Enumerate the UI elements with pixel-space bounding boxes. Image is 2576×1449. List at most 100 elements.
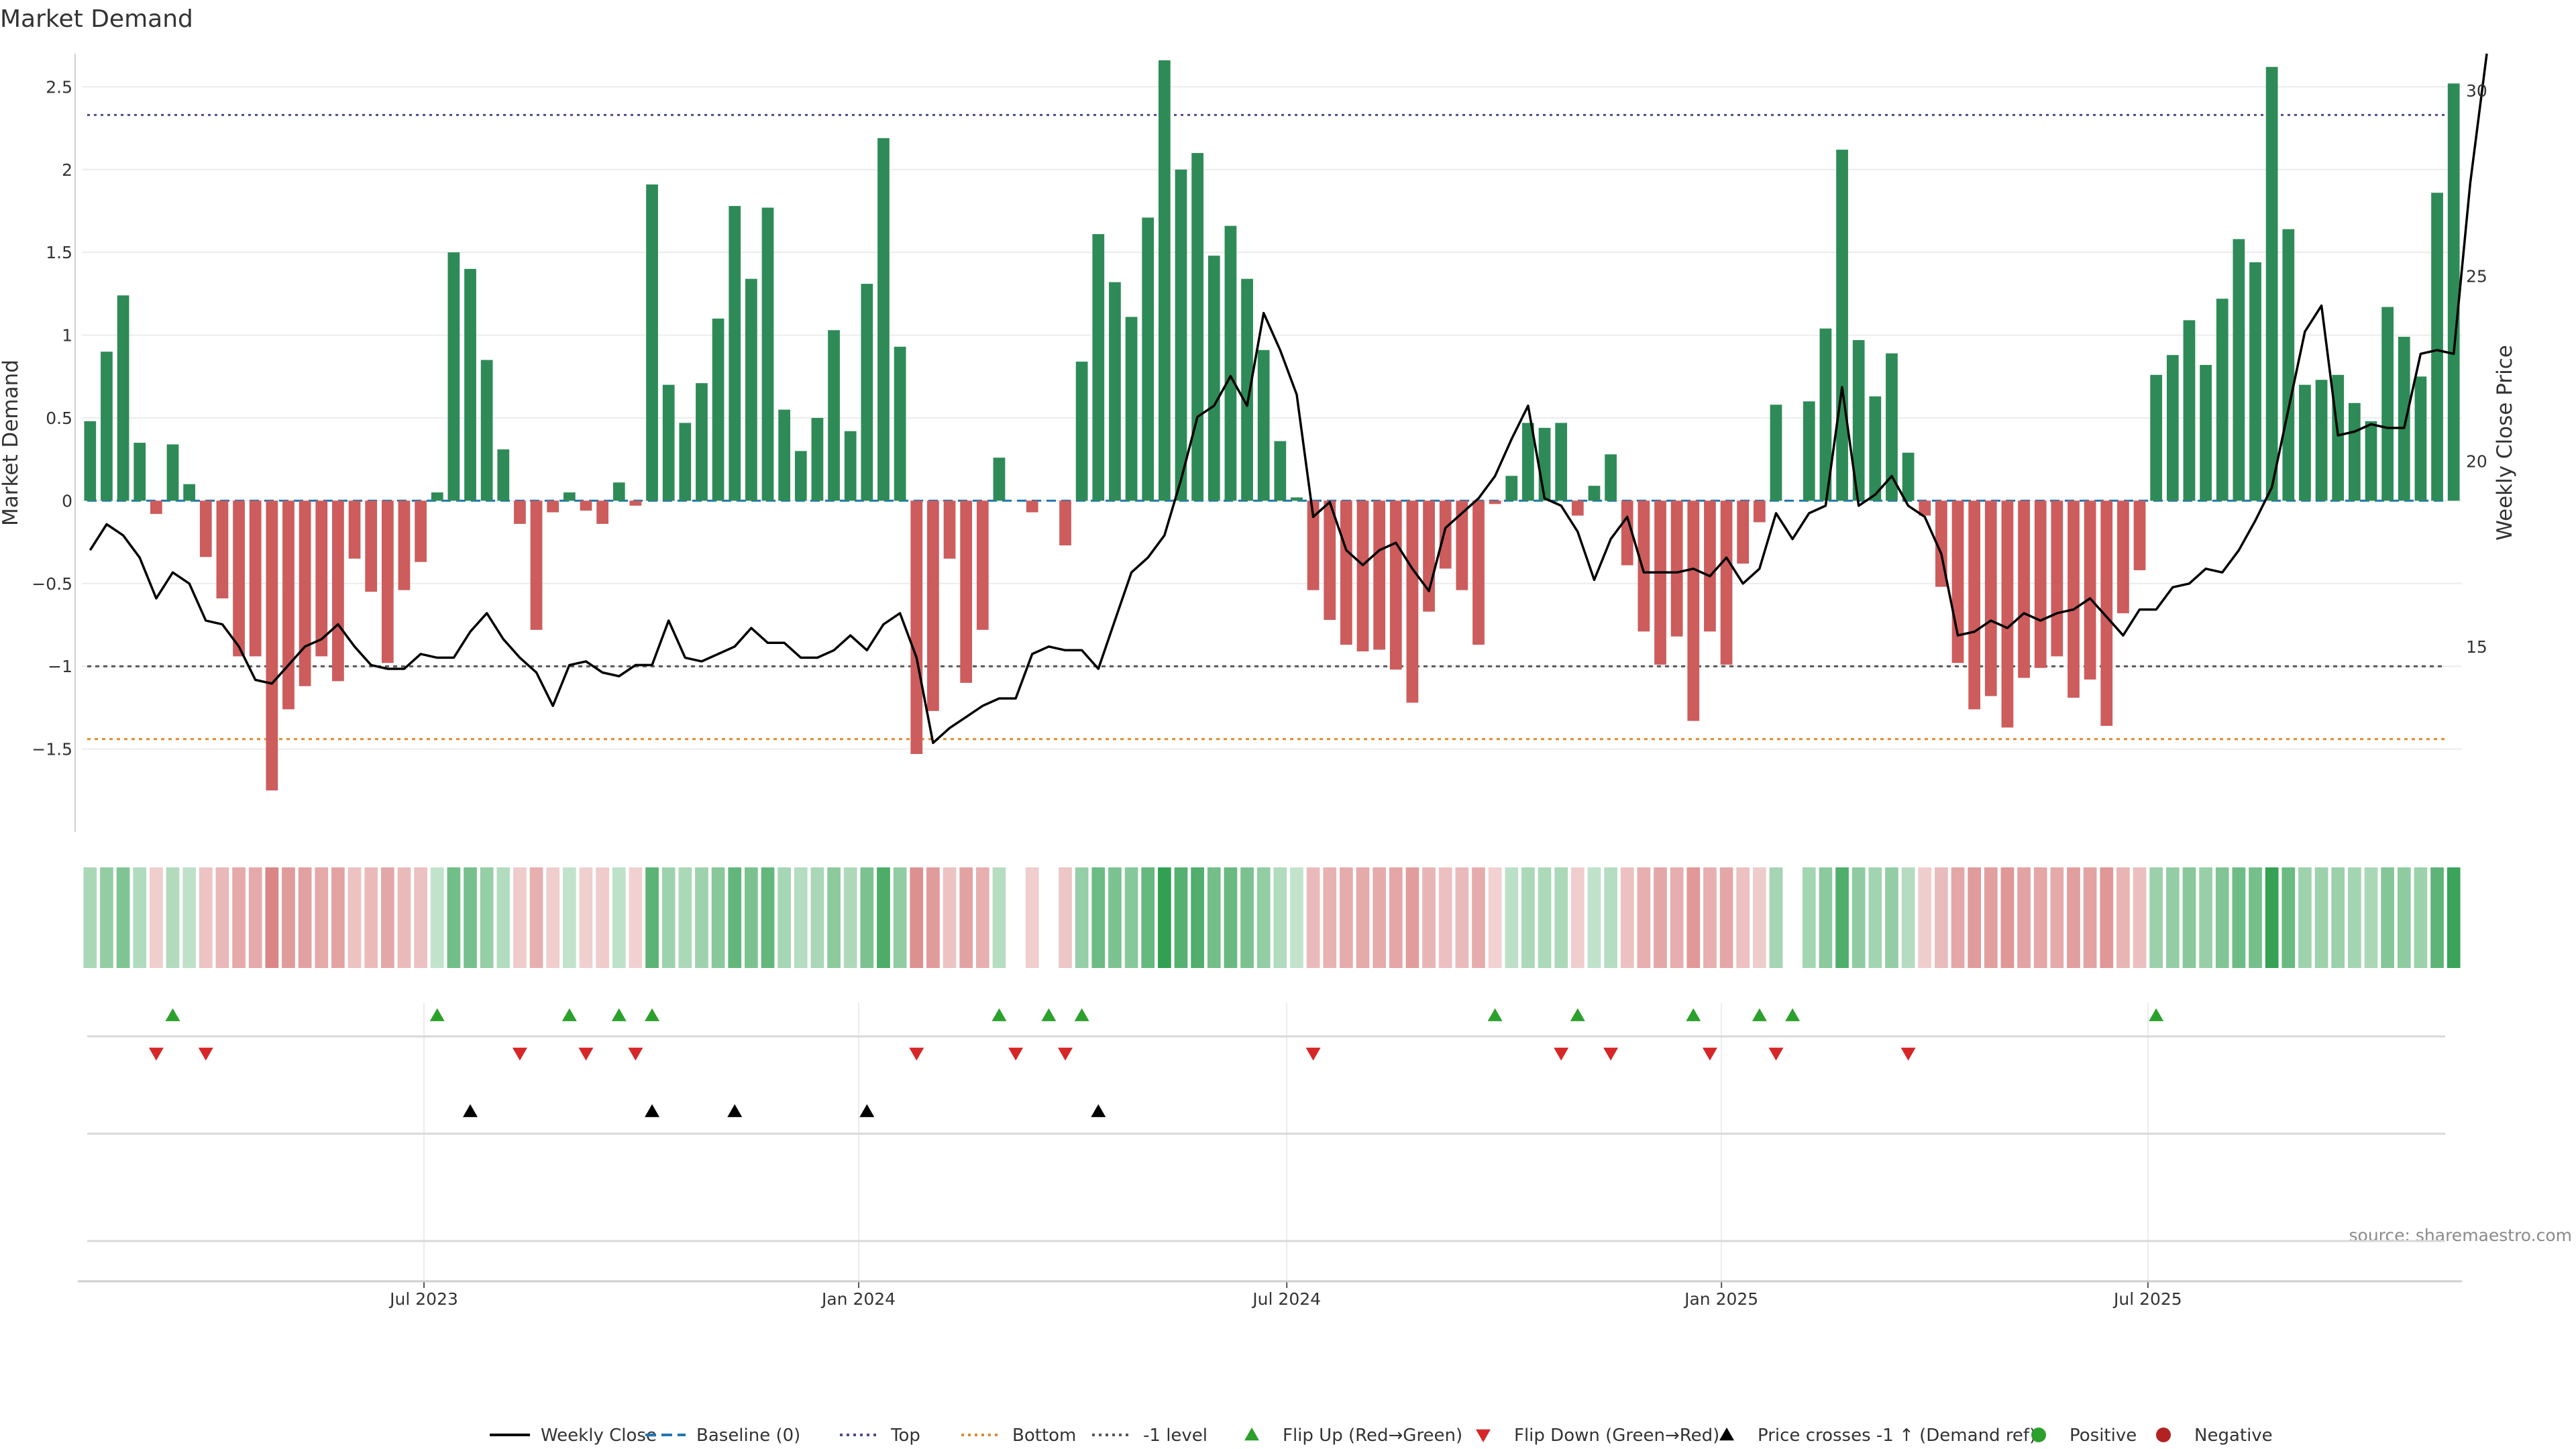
demand-bar (117, 295, 129, 501)
demand-bar (1588, 486, 1601, 501)
demand-bar (1224, 225, 1237, 501)
demand-bar (761, 207, 774, 501)
demand-bar (1919, 500, 1931, 516)
heat-cell (2249, 867, 2262, 968)
heat-cell (794, 867, 808, 968)
legend-item: Baseline (0) (645, 1426, 800, 1446)
flip-up-marker (1752, 1008, 1767, 1022)
heat-cell (364, 867, 378, 968)
heat-cell (1521, 867, 1535, 968)
heat-cell (1025, 867, 1039, 968)
heat-cell (843, 867, 857, 968)
heat-cell (182, 867, 197, 968)
demand-bar (365, 500, 378, 592)
heat-cell (1935, 867, 1948, 968)
heat-cell (1951, 867, 1965, 968)
demand-bar (1951, 500, 1964, 663)
heat-cell (728, 867, 742, 968)
demand-bar (2447, 83, 2460, 501)
heat-cell (2033, 867, 2047, 968)
price-cross-marker (727, 1104, 743, 1118)
y2-tick-label: 25 (2466, 266, 2487, 286)
heat-cell (1340, 867, 1353, 968)
heat-cell (2298, 867, 2312, 968)
demand-bar (828, 330, 840, 501)
heat-cell (215, 867, 229, 968)
heat-cell (1240, 867, 1254, 968)
demand-bar (1538, 427, 1551, 501)
demand-bar (1720, 500, 1733, 665)
heat-cell (83, 867, 97, 968)
heat-cell (1157, 867, 1171, 968)
legend-label: Bottom (1012, 1426, 1076, 1446)
flip-down-marker (578, 1047, 594, 1061)
demand-bar (1059, 500, 1071, 546)
heat-cell (1819, 867, 1833, 968)
demand-bar (861, 284, 873, 501)
demand-bar (1356, 500, 1369, 651)
flip-down-marker (1768, 1047, 1784, 1061)
heat-cell (661, 867, 676, 968)
heat-cell (347, 867, 362, 968)
legend-item: Positive (2031, 1426, 2137, 1446)
demand-bar (1125, 317, 1138, 501)
demand-bar (1836, 150, 1848, 501)
heat-cell (133, 867, 147, 968)
heat-cell (1455, 867, 1469, 968)
demand-bar (1605, 454, 1617, 501)
heat-cell (166, 867, 180, 968)
legend-swatch-triangle-down (1476, 1429, 1491, 1442)
demand-bar (1175, 169, 1187, 501)
demand-bar (2051, 500, 2063, 657)
price-cross-marker (463, 1104, 478, 1118)
y2-tick-label: 20 (2466, 452, 2487, 472)
heat-cell (975, 867, 989, 968)
heat-cell (1802, 867, 1816, 968)
demand-bar (150, 500, 162, 515)
flip-up-marker (1041, 1008, 1057, 1022)
legend-item: Flip Down (Green→Red) (1476, 1426, 1719, 1446)
heat-cell (480, 867, 494, 968)
heat-cell (761, 867, 775, 968)
heat-cell (1108, 867, 1122, 968)
demand-bar (1621, 500, 1633, 566)
demand-bar (332, 500, 344, 682)
demand-bar (1984, 500, 1997, 696)
heat-cell (695, 867, 708, 968)
demand-bar (216, 500, 229, 598)
heat-cell (926, 867, 940, 968)
flip-down-marker (198, 1047, 213, 1061)
demand-bar (2265, 66, 2278, 501)
demand-bar (348, 500, 361, 559)
demand-bar (2034, 500, 2047, 668)
flip-up-marker (1487, 1008, 1503, 1022)
demand-bar (1638, 500, 1650, 632)
legend-swatch-circle (2156, 1428, 2171, 1442)
demand-bar (530, 500, 543, 630)
legend-label: Price crosses -1 ↑ (Demand ref) (1758, 1426, 2036, 1446)
demand-bar (1257, 350, 1270, 501)
demand-bar (1704, 500, 1716, 632)
demand-bar (629, 500, 642, 506)
heat-cell (2165, 867, 2180, 968)
demand-bar (431, 492, 443, 501)
flip-down-marker (148, 1047, 164, 1061)
demand-bar (1439, 500, 1452, 569)
demand-bar (2381, 307, 2394, 501)
legend-label: Negative (2194, 1426, 2273, 1446)
heat-cell (1604, 867, 1617, 968)
heat-cell (2430, 867, 2444, 968)
heat-cell (1273, 867, 1287, 968)
heat-cell (464, 867, 477, 968)
heat-cell (2414, 867, 2428, 968)
demand-bar (1819, 328, 1832, 501)
demand-bar (1291, 497, 1303, 501)
demand-bar (1968, 500, 1981, 710)
heat-cell (2199, 867, 2212, 968)
heat-cell (645, 867, 659, 968)
heat-cell (1984, 867, 1998, 968)
flip-down-marker (628, 1047, 643, 1061)
demand-bar (943, 500, 956, 559)
demand-bar (1075, 362, 1088, 501)
demand-bar (580, 500, 592, 511)
